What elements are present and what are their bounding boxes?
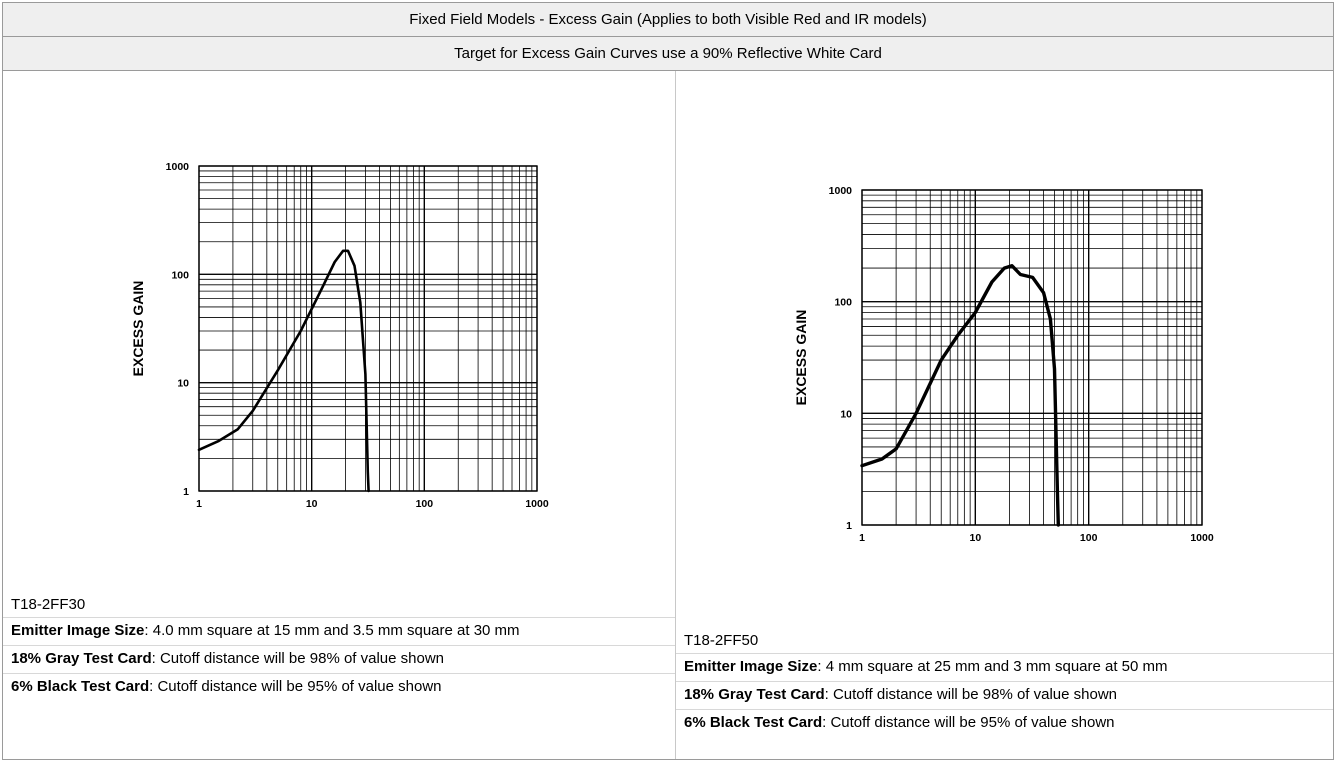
- note-emitter-size: Emitter Image Size: 4.0 mm square at 15 …: [3, 617, 675, 645]
- x-tick-label: 1: [196, 498, 202, 510]
- note-label: 6% Black Test Card: [11, 678, 150, 695]
- note-text: : 4.0 mm square at 15 mm and 3.5 mm squa…: [144, 622, 520, 639]
- series-line: [197, 249, 370, 493]
- panel-left: 11010010001101001000DISTANCE (mm)EXCESS …: [3, 71, 676, 759]
- table-subtitle: Target for Excess Gain Curves use a 90% …: [3, 37, 1333, 71]
- note-label: Emitter Image Size: [684, 658, 818, 675]
- note-text: : Cutoff distance will be 95% of value s…: [822, 714, 1115, 731]
- excess-gain-chart-right: 11010010001101001000DISTANCE (mm)EXCESS …: [793, 185, 1214, 541]
- table-title: Fixed Field Models - Excess Gain (Applie…: [3, 3, 1333, 37]
- y-tick-label: 1: [183, 486, 189, 498]
- note-label: 18% Gray Test Card: [11, 650, 152, 667]
- note-black-card: 6% Black Test Card: Cutoff distance will…: [676, 709, 1333, 737]
- note-text: : Cutoff distance will be 95% of value s…: [149, 678, 442, 695]
- note-emitter-size: Emitter Image Size: 4 mm square at 25 mm…: [676, 653, 1333, 681]
- note-text: : Cutoff distance will be 98% of value s…: [824, 686, 1118, 703]
- grid: [861, 189, 1203, 526]
- note-black-card: 6% Black Test Card: Cutoff distance will…: [3, 673, 675, 701]
- x-tick-label: 10: [969, 532, 981, 541]
- x-tick-label: 10: [306, 498, 318, 510]
- plot-frame: [861, 189, 1203, 526]
- note-text: : 4 mm square at 25 mm and 3 mm square a…: [817, 658, 1168, 675]
- y-tick-label: 1: [846, 520, 852, 532]
- x-tick-label: 1000: [525, 498, 549, 510]
- panel-right: 11010010001101001000DISTANCE (mm)EXCESS …: [676, 71, 1333, 759]
- series-line: [860, 264, 1060, 527]
- y-tick-label: 100: [171, 269, 189, 281]
- model-name: T18-2FF50: [684, 632, 759, 649]
- note-gray-card: 18% Gray Test Card: Cutoff distance will…: [676, 681, 1333, 709]
- y-tick-label: 1000: [829, 185, 853, 197]
- model-name: T18-2FF30: [11, 596, 86, 613]
- x-tick-label: 100: [416, 498, 434, 510]
- y-axis-label: EXCESS GAIN: [130, 281, 146, 377]
- x-tick-label: 1000: [1190, 532, 1214, 541]
- note-label: 18% Gray Test Card: [684, 686, 825, 703]
- y-tick-label: 10: [840, 408, 852, 420]
- excess-gain-chart-left: 11010010001101001000DISTANCE (mm)EXCESS …: [130, 161, 549, 510]
- grid: [198, 165, 538, 492]
- note-label: Emitter Image Size: [11, 622, 145, 639]
- note-label: 6% Black Test Card: [684, 714, 823, 731]
- notes-right: T18-2FF50 Emitter Image Size: 4 mm squar…: [676, 627, 1333, 737]
- y-axis-label: EXCESS GAIN: [793, 310, 809, 406]
- y-tick-label: 1000: [166, 161, 190, 173]
- note-text: : Cutoff distance will be 98% of value s…: [151, 650, 445, 667]
- notes-left: T18-2FF30 Emitter Image Size: 4.0 mm squ…: [3, 591, 675, 701]
- note-gray-card: 18% Gray Test Card: Cutoff distance will…: [3, 645, 675, 673]
- x-tick-label: 1: [859, 532, 865, 541]
- x-tick-label: 100: [1080, 532, 1098, 541]
- y-tick-label: 100: [834, 297, 852, 309]
- y-tick-label: 10: [177, 378, 189, 390]
